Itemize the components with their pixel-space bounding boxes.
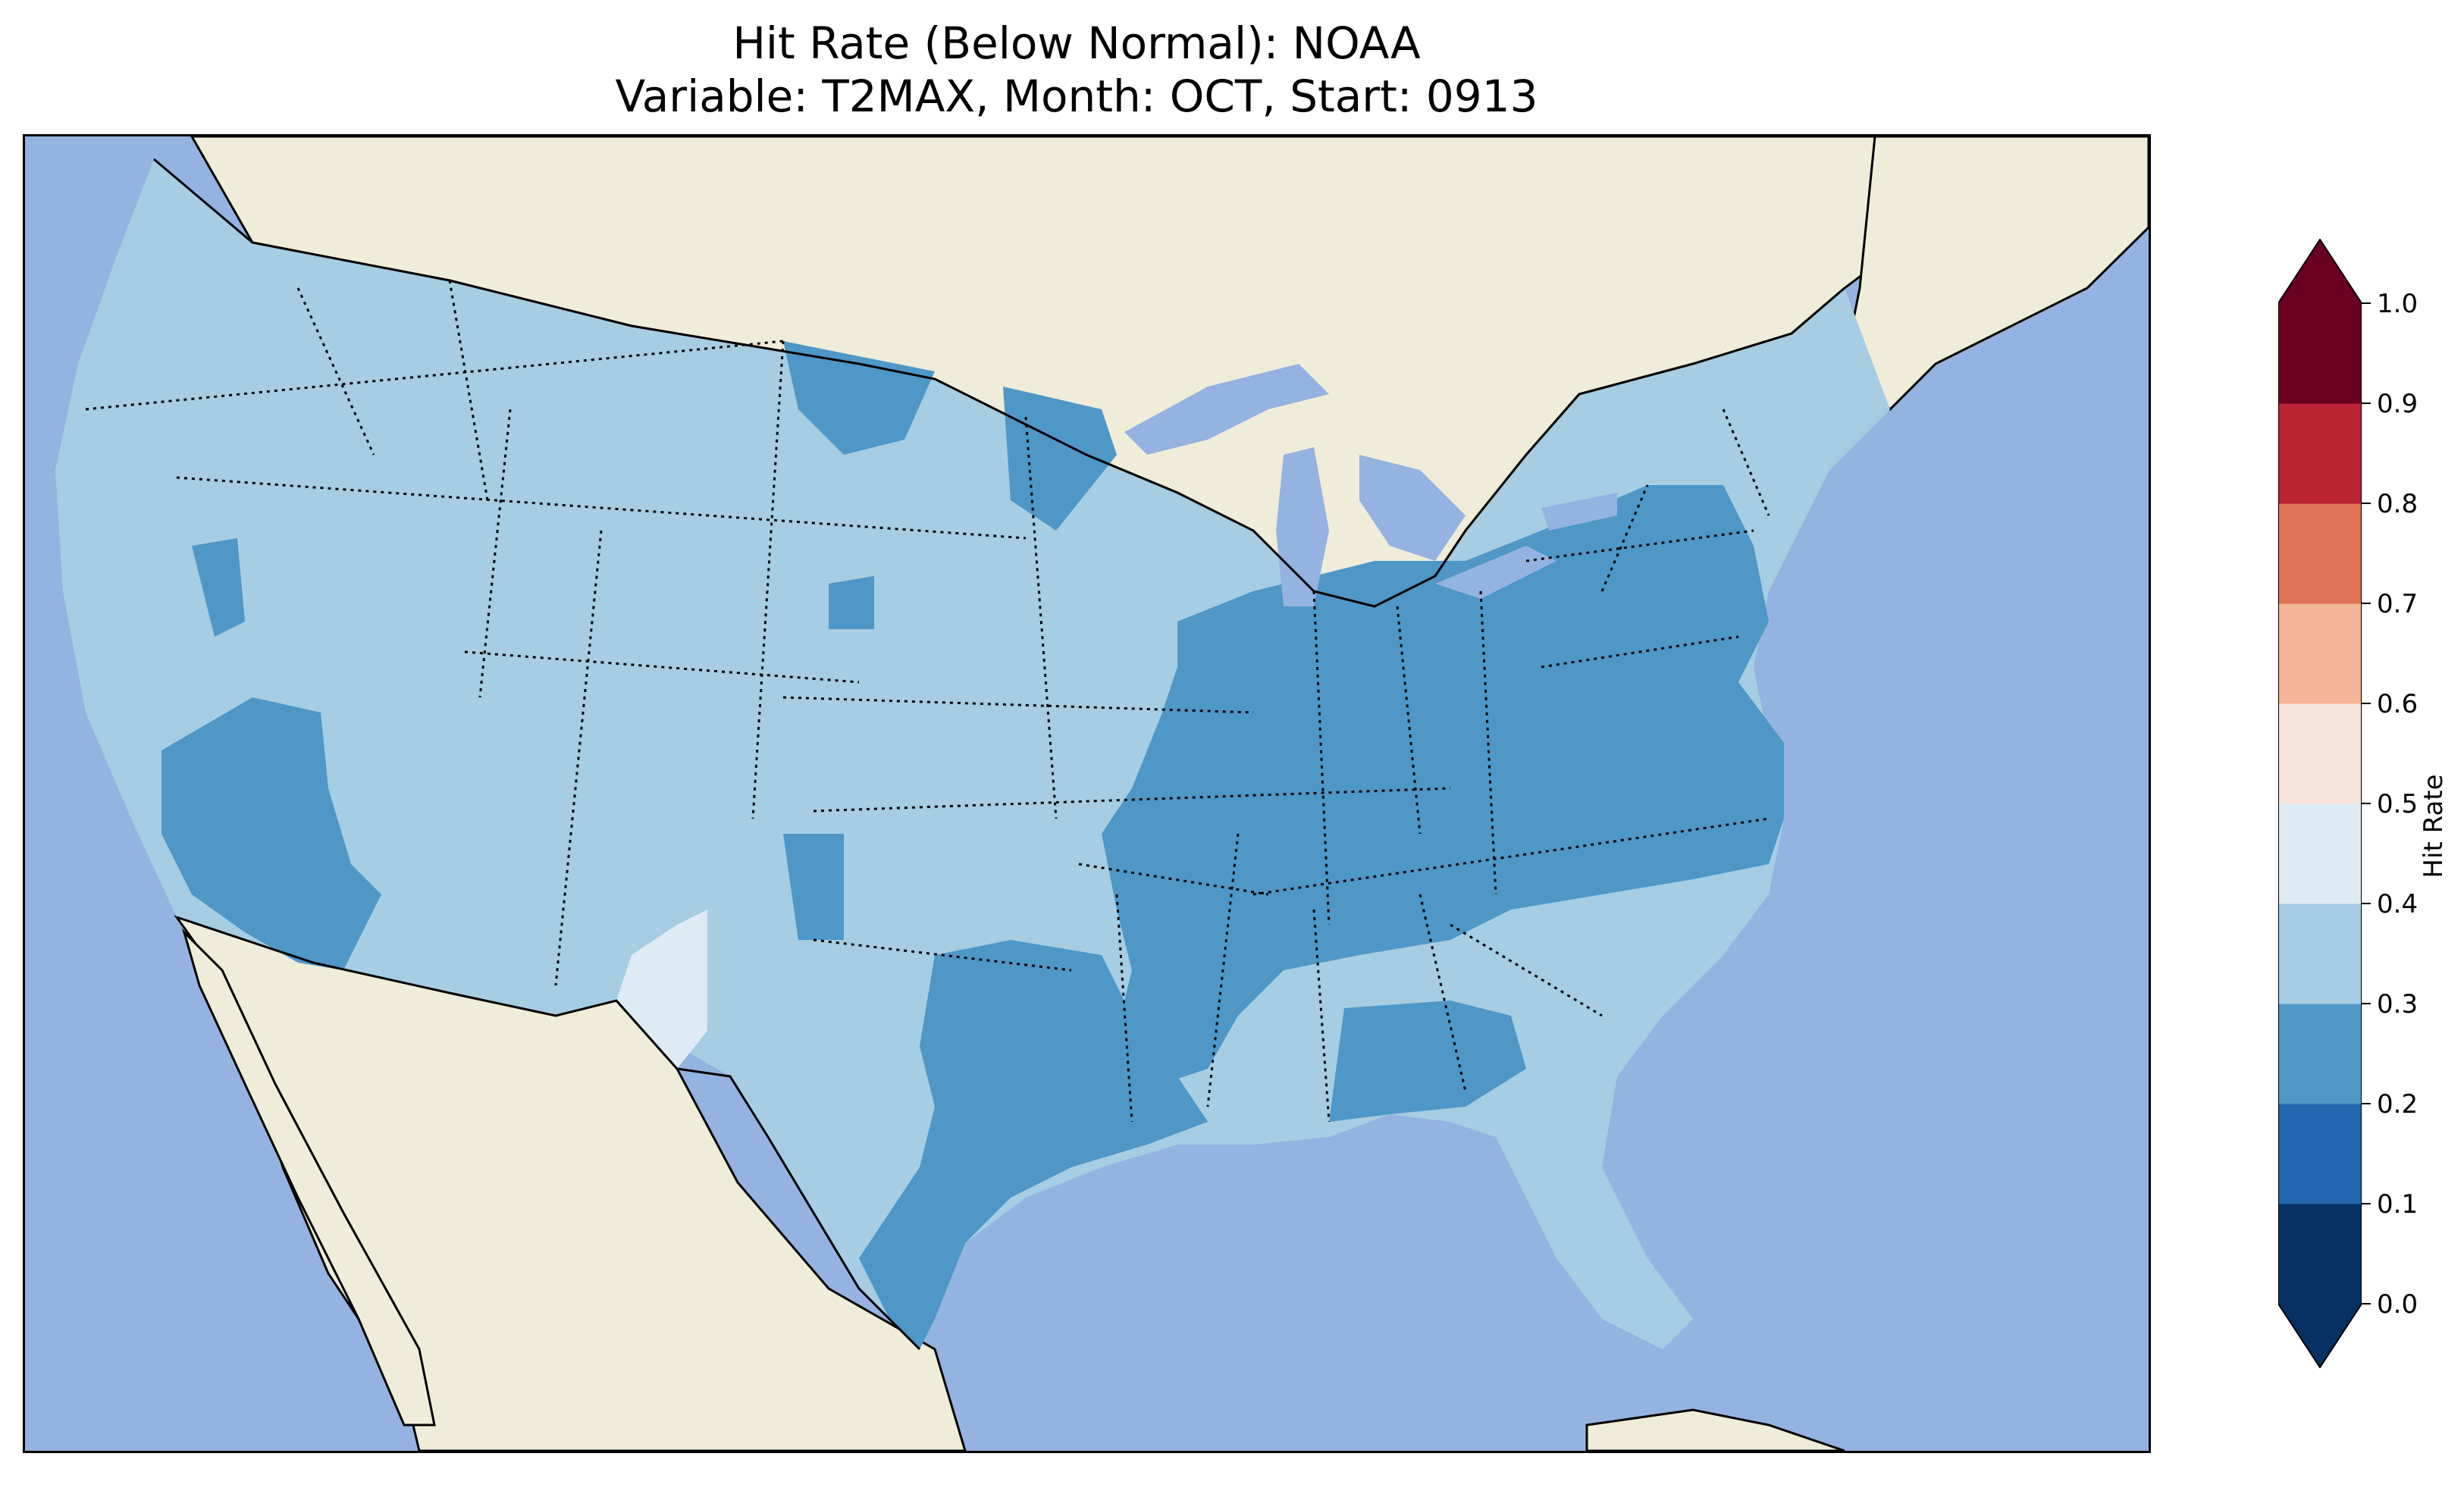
nebraska-low-region [829, 576, 874, 629]
colorbar-tick-label: 0.7 [2377, 589, 2418, 619]
colorbar-extend-low [2278, 1304, 2362, 1368]
colorbar-bin-0.2-0.3 [2278, 1004, 2362, 1104]
lake-superior [1124, 364, 1329, 455]
great-lakes [1124, 364, 1617, 606]
gulf-coast-low-region [1329, 1001, 1526, 1122]
colorbar-bin-0.6-0.7 [2278, 603, 2362, 704]
map-title: Hit Rate (Below Normal): NOAA Variable: … [0, 17, 2153, 123]
montana-low-region [783, 341, 935, 455]
colorbar-bin-0.4-0.5 [2278, 803, 2362, 904]
colorbar-bin-0-0.1 [2278, 1204, 2362, 1305]
map-panel [23, 134, 2151, 1453]
colorbar-bin-0.7-0.8 [2278, 503, 2362, 604]
colorbar-label: Hit Rate [2419, 774, 2449, 879]
lake-ontario [1541, 493, 1617, 531]
colorbar-tick-label: 0.4 [2377, 889, 2418, 919]
colorbar-tick-label: 0.5 [2377, 789, 2418, 819]
southwest-low-region [161, 697, 381, 970]
colorbar-extend-high [2278, 239, 2362, 303]
colorbar-tick-label: 0.3 [2377, 989, 2418, 1019]
colorbar-outline [2278, 239, 2362, 1368]
colorbar-tick-label: 0.8 [2377, 489, 2418, 519]
colorbar-ticks: 0.0 0.1 0.2 0.3 0.4 0.5 0.6 0.7 0.8 0.9 1.0 [2362, 289, 2418, 1320]
nevada-low-region [192, 538, 245, 637]
cuba-land [1585, 1408, 1845, 1451]
colorbar-tick-label: 0.0 [2377, 1289, 2418, 1320]
lake-erie [1435, 546, 1556, 599]
colorbar-bin-0.1-0.2 [2278, 1104, 2362, 1204]
colorbar-tick-label: 1.0 [2377, 289, 2418, 319]
colorbar-bin-0.9-1 [2278, 303, 2362, 404]
region-hit-0.2-0.3 [161, 341, 1784, 1349]
colorbar-bin-0.5-0.6 [2278, 703, 2362, 804]
colorbar-tick-label: 0.6 [2377, 689, 2418, 719]
colorbar [2278, 239, 2362, 1368]
texas-low-region [859, 940, 1208, 1349]
title-line-2: Variable: T2MAX, Month: OCT, Start: 0913 [615, 70, 1538, 122]
us-map [25, 136, 2149, 1451]
east-central-low-region [1102, 485, 1784, 1084]
colorbar-tick-label: 0.2 [2377, 1089, 2418, 1120]
lake-huron [1359, 455, 1466, 561]
west-texas-high-region [616, 910, 707, 1069]
colorbar-tick-label: 0.1 [2377, 1189, 2418, 1220]
state-boundaries [85, 280, 1770, 1123]
us-mexico-border [176, 916, 921, 1351]
colorbar-tick-label: 0.9 [2377, 389, 2418, 419]
colorbar-bin-0.3-0.4 [2278, 904, 2362, 1004]
region-hit-0.4-0.5 [616, 910, 707, 1069]
us-canada-border [153, 158, 1845, 608]
title-line-1: Hit Rate (Below Normal): NOAA [732, 17, 1421, 69]
baja-land [181, 928, 436, 1427]
colorbar-bin-0.8-0.9 [2278, 403, 2362, 504]
new-mexico-low-region [783, 834, 844, 940]
